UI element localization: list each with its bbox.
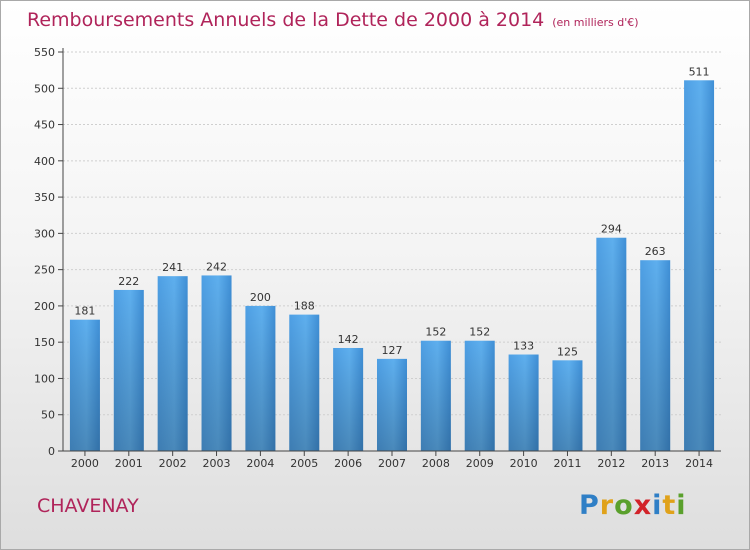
bar-shade (377, 358, 407, 451)
proxiti-logo: Proxiti (579, 490, 687, 521)
x-tick-label: 2007 (378, 457, 406, 470)
axes: 0 50 100 150 200 250 300 350 400 450 500 550 2000 200… (34, 46, 721, 470)
bar-shade (289, 314, 320, 451)
x-tick-label: 2002 (159, 457, 187, 470)
logo-letter: i (676, 490, 687, 521)
x-tick-label: 2008 (422, 457, 450, 470)
x-tick-label: 2013 (641, 457, 669, 470)
value-labels: 181 222 241 242 200 188 142 127 152 152 133 125 294 2… (74, 65, 709, 358)
y-tick-label: 350 (34, 191, 55, 204)
y-tick-label: 50 (41, 409, 55, 422)
y-tick-label: 550 (34, 46, 55, 59)
value-label: 222 (118, 275, 139, 288)
value-label: 263 (645, 245, 666, 258)
y-tick-label: 500 (34, 82, 55, 95)
x-tick-label: 2014 (685, 457, 713, 470)
value-label: 152 (425, 326, 446, 339)
value-label: 188 (294, 300, 315, 313)
logo-letter: r (599, 490, 615, 521)
logo-letter: o (614, 490, 634, 521)
bar-shade (552, 360, 583, 451)
value-label: 142 (338, 333, 359, 346)
y-tick-label: 450 (34, 119, 55, 132)
value-label: 125 (557, 345, 578, 358)
chart-subtitle: (en milliers d'€) (552, 16, 639, 29)
value-label: 511 (689, 65, 710, 78)
x-tick-label: 2003 (203, 457, 231, 470)
x-tick-label: 2005 (290, 457, 318, 470)
x-tick-label: 2011 (553, 457, 581, 470)
logo-letter: i (652, 490, 663, 521)
bar-shade (508, 354, 539, 451)
y-tick-label: 150 (34, 336, 55, 349)
value-label: 152 (469, 326, 490, 339)
x-tick-label: 2012 (597, 457, 625, 470)
value-label: 200 (250, 291, 271, 304)
value-label: 294 (601, 223, 622, 236)
value-label: 242 (206, 260, 227, 273)
bar-shade (420, 340, 451, 451)
logo-letter: P (579, 490, 600, 521)
logo-letter: x (633, 490, 653, 521)
y-tick-label: 250 (34, 264, 55, 277)
bar-shade (464, 340, 495, 451)
y-tick-label: 400 (34, 155, 55, 168)
value-label: 133 (513, 340, 534, 353)
x-tick-label: 2000 (71, 457, 99, 470)
bar-shade (596, 237, 627, 451)
logo-letter: t (662, 490, 677, 521)
y-tick-label: 300 (34, 227, 55, 240)
bar-shade (201, 275, 232, 451)
place-name: CHAVENAY (37, 495, 139, 517)
value-label: 181 (74, 305, 95, 318)
value-label: 241 (162, 261, 183, 274)
bar-shade (157, 276, 188, 451)
y-tick-label: 0 (48, 445, 55, 458)
bar-shade (684, 80, 715, 451)
x-tick-label: 2006 (334, 457, 362, 470)
y-tick-label: 200 (34, 300, 55, 313)
bar-shade (640, 260, 671, 451)
chart-title-text: Remboursements Annuels de la Dette de 20… (27, 9, 545, 31)
bar-shade (113, 289, 144, 451)
bar-shade (245, 305, 276, 451)
x-tick-label: 2004 (246, 457, 274, 470)
chart-title: Remboursements Annuels de la Dette de 20… (27, 9, 639, 31)
x-tick-label: 2009 (466, 457, 494, 470)
bar-shade (69, 319, 100, 451)
y-tick-label: 100 (34, 372, 55, 385)
value-label: 127 (382, 344, 403, 357)
bar-shade (333, 347, 364, 451)
x-tick-label: 2001 (115, 457, 143, 470)
x-tick-label: 2010 (510, 457, 538, 470)
bars (69, 80, 715, 451)
